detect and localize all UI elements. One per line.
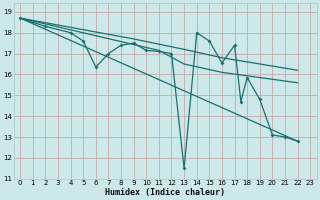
X-axis label: Humidex (Indice chaleur): Humidex (Indice chaleur) (105, 188, 225, 197)
